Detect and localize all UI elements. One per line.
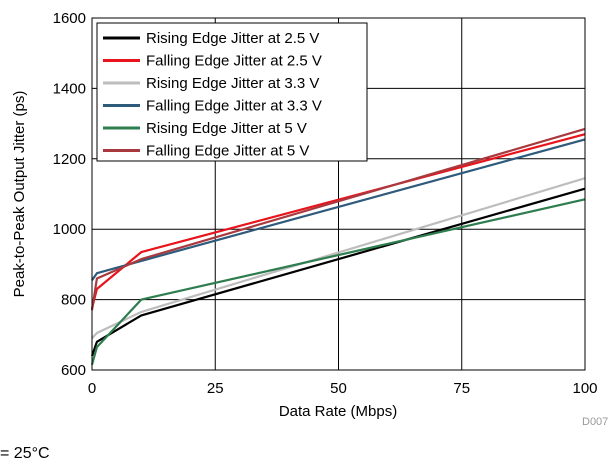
y-tick-labels: 600 800 1000 1200 1400 1600 [53,10,86,379]
x-tick-label: 100 [572,380,597,397]
x-axis-label: Data Rate (Mbps) [279,403,397,420]
series-layer [90,127,586,365]
y-tick-label: 600 [61,362,86,379]
jitter-chart: 0 25 50 75 100 600 800 1000 1200 1400 1600 Data R… [11,10,608,428]
legend-entry: Rising Edge Jitter at 5 V [146,120,307,137]
x-tick-label: 0 [88,380,96,397]
series-line [90,198,586,365]
series-line [90,187,586,357]
series-line [90,127,586,311]
y-tick-label: 1400 [53,80,86,97]
legend-box [96,22,368,162]
chart-code-label: D007 [582,416,608,428]
temperature-note: = 25°C [0,445,50,462]
legend-entry: Rising Edge Jitter at 3.3 V [146,75,319,92]
y-tick-label: 1600 [53,10,86,27]
x-tick-label: 25 [207,380,224,397]
plot-frame [91,17,586,371]
x-tick-labels: 0 25 50 75 100 [88,380,598,397]
x-tick-label: 50 [330,380,347,397]
series-line [91,138,586,281]
legend-entry: Rising Edge Jitter at 2.5 V [146,30,319,47]
legend-entry: Falling Edge Jitter at 3.3 V [146,98,322,115]
x-tick-label: 75 [453,380,470,397]
legend: Rising Edge Jitter at 2.5 V Falling Edge … [96,22,368,162]
y-tick-label: 800 [61,292,86,309]
legend-entry: Falling Edge Jitter at 2.5 V [146,53,322,70]
y-tick-label: 1000 [53,221,86,238]
y-axis-label: Peak-to-Peak Output Jitter (ps) [11,91,28,298]
legend-entry: Falling Edge Jitter at 5 V [146,143,309,160]
y-tick-label: 1200 [53,151,86,168]
